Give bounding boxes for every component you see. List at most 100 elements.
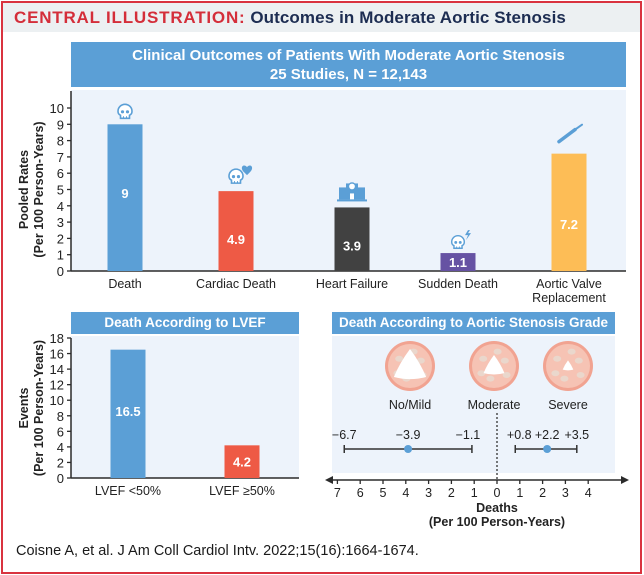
y-tick-label: 5 (57, 183, 64, 198)
hospital-cross (347, 182, 357, 191)
x-axis-arrow-left (325, 476, 333, 484)
x-tick-label: 7 (334, 486, 341, 500)
y-tick-label: 9 (57, 117, 64, 132)
hospital-icon (337, 182, 367, 202)
point-estimate (543, 445, 552, 453)
title-text: Outcomes in Moderate Aortic Stenosis (250, 8, 566, 27)
y-axis-label-line: (Per 100 Person-Years) (32, 121, 46, 257)
bar-cardiac-death (218, 191, 254, 271)
y-axis-label: Events(Per 100 Person-Years) (17, 340, 46, 476)
scalpel-handle (557, 127, 577, 144)
x-tick-label: Replacement (532, 291, 606, 305)
x-axis-label: Deaths (Per 100 Person-Years) (429, 501, 565, 529)
top-chart-header: Clinical Outcomes of Patients With Moder… (71, 42, 626, 87)
calcification (553, 355, 562, 362)
x-tick-label: 2 (448, 486, 455, 500)
calcification (477, 370, 486, 377)
y-tick-label: 6 (57, 166, 64, 181)
scalpel-blade (574, 123, 583, 131)
bar-value-label: 7.2 (560, 217, 578, 232)
bar-heart-failure (334, 207, 370, 271)
valve-orifice (562, 360, 574, 371)
skull-teeth (234, 181, 238, 184)
top-chart-title: Clinical Outcomes of Patients With Moder… (132, 47, 565, 64)
x-tick-label: Aortic Valve (536, 277, 602, 291)
grade-chart-title: Death According to Aortic Stenosis Grade (338, 315, 609, 330)
x-axis-label-line: (Per 100 Person-Years) (429, 515, 565, 529)
y-axis-label-line: Events (17, 387, 31, 428)
y-tick-label: 4 (57, 440, 64, 455)
heart-icon (241, 165, 253, 176)
y-tick-label: 3 (57, 215, 64, 230)
calcification (479, 355, 488, 362)
hospital-door (350, 193, 354, 200)
valve-icon (469, 341, 519, 391)
skull-eye (458, 240, 462, 244)
valve-label-no-mild: No/Mild (389, 398, 431, 412)
bar-value-label: 4.9 (227, 232, 245, 247)
title-bar (3, 3, 640, 32)
bar-value-label: 4.2 (233, 455, 251, 470)
lightning-icon (465, 230, 471, 241)
y-axis-label-line: Pooled Rates (17, 150, 31, 229)
x-axis-label-line: Deaths (476, 501, 518, 515)
x-tick-label: 4 (585, 486, 592, 500)
lvef-chart-header: Death According to LVEF (71, 312, 299, 334)
bar-death (107, 124, 143, 271)
skull-lightning-icon (450, 230, 471, 249)
y-tick-label: 18 (50, 331, 64, 346)
x-tick-label: LVEF <50% (95, 484, 161, 498)
skull-eye (120, 110, 125, 114)
y-tick-label: 0 (57, 264, 64, 279)
forest-row-severe: +0.8 +2.2 +3.5 (507, 428, 589, 453)
skull-eye (231, 175, 236, 179)
y-tick-label: 2 (57, 231, 64, 246)
y-tick-label: 7 (57, 150, 64, 165)
skull-icon (117, 103, 133, 120)
scalpel-icon (557, 123, 583, 144)
bar-value-label: 1.1 (449, 255, 467, 270)
y-tick-label: 10 (50, 393, 64, 408)
y-tick-label: 8 (57, 409, 64, 424)
skull-heart-icon (228, 165, 253, 184)
calcification (551, 370, 560, 377)
calcification (395, 355, 404, 362)
bar-sudden-death (440, 253, 476, 271)
skull-outline (228, 168, 244, 184)
y-tick-label: 8 (57, 134, 64, 149)
x-tick-label: 5 (380, 486, 387, 500)
valve-label-moderate: Moderate (468, 398, 521, 412)
citation: Coisne A, et al. J Am Coll Cardiol Intv.… (16, 543, 419, 559)
y-tick-label: 16 (50, 347, 64, 362)
bar-aortic-valve-replacement (551, 153, 587, 271)
y-tick-label: 6 (57, 424, 64, 439)
calcification (500, 357, 509, 364)
grade-chart-header: Death According to Aortic Stenosis Grade (332, 312, 615, 334)
valve-label-severe: Severe (548, 398, 588, 412)
point-estimate (404, 445, 413, 453)
y-tick-label: 4 (57, 199, 64, 214)
calcification (574, 357, 583, 364)
bar-lvef (224, 445, 260, 478)
x-tick-label: 3 (562, 486, 569, 500)
y-tick-label: 12 (50, 378, 64, 393)
lvef-chart-title: Death According to LVEF (104, 315, 266, 330)
x-tick-label: 6 (357, 486, 364, 500)
x-tick-label: 4 (402, 486, 409, 500)
hospital-base (337, 199, 367, 202)
calcification (486, 375, 495, 382)
valve-icon (543, 341, 593, 391)
x-tick-label: 0 (494, 486, 501, 500)
x-tick-label: Death (108, 277, 141, 291)
x-tick-label: 1 (516, 486, 523, 500)
y-tick-label: 2 (57, 455, 64, 470)
x-tick-label: Cardiac Death (196, 277, 276, 291)
title-label: CENTRAL ILLUSTRATION: (14, 8, 246, 27)
ci-value-label: +0.8 (507, 428, 532, 442)
ci-value-label: −6.7 (332, 428, 357, 442)
ci-value-label: −3.9 (396, 428, 421, 442)
ci-value-label: −1.1 (456, 428, 481, 442)
y-axis-label-line: (Per 100 Person-Years) (32, 340, 46, 476)
top-chart-subtitle: 25 Studies, N = 12,143 (269, 66, 428, 83)
